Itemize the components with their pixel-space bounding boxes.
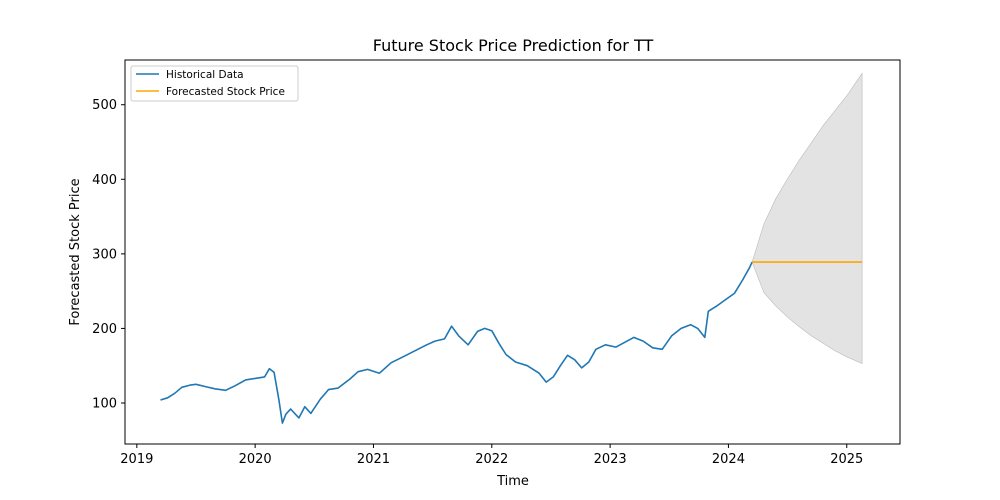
legend-box bbox=[130, 65, 299, 102]
y-tick-label: 100 bbox=[92, 396, 117, 411]
x-tick-label: 2025 bbox=[830, 452, 863, 467]
chart-title: Future Stock Price Prediction for TT bbox=[373, 36, 654, 55]
x-tick-label: 2020 bbox=[239, 452, 272, 467]
y-tick-label: 300 bbox=[92, 247, 117, 262]
confidence-band bbox=[751, 72, 863, 364]
x-axis: 2019 2020 2021 2022 2023 2024 2025 bbox=[120, 444, 863, 467]
y-tick-label: 400 bbox=[92, 173, 117, 188]
x-tick-label: 2022 bbox=[475, 452, 508, 467]
x-tick-label: 2019 bbox=[120, 452, 153, 467]
y-axis-label: Forecasted Stock Price bbox=[68, 178, 83, 325]
x-tick-label: 2023 bbox=[594, 452, 627, 467]
x-axis-label: Time bbox=[496, 474, 529, 489]
series-line-historical bbox=[160, 261, 753, 424]
y-tick-label: 500 bbox=[92, 98, 117, 113]
plot-area bbox=[160, 72, 863, 424]
legend-label-forecast: Forecasted Stock Price bbox=[166, 86, 285, 98]
x-tick-label: 2021 bbox=[357, 452, 390, 467]
x-tick-label: 2024 bbox=[712, 452, 745, 467]
y-tick-label: 200 bbox=[92, 322, 117, 337]
y-axis: 100 200 300 400 500 bbox=[92, 98, 125, 411]
legend: Historical Data Forecasted Stock Price bbox=[130, 65, 299, 102]
plot-frame bbox=[124, 59, 901, 445]
legend-label-historical: Historical Data bbox=[166, 69, 244, 81]
